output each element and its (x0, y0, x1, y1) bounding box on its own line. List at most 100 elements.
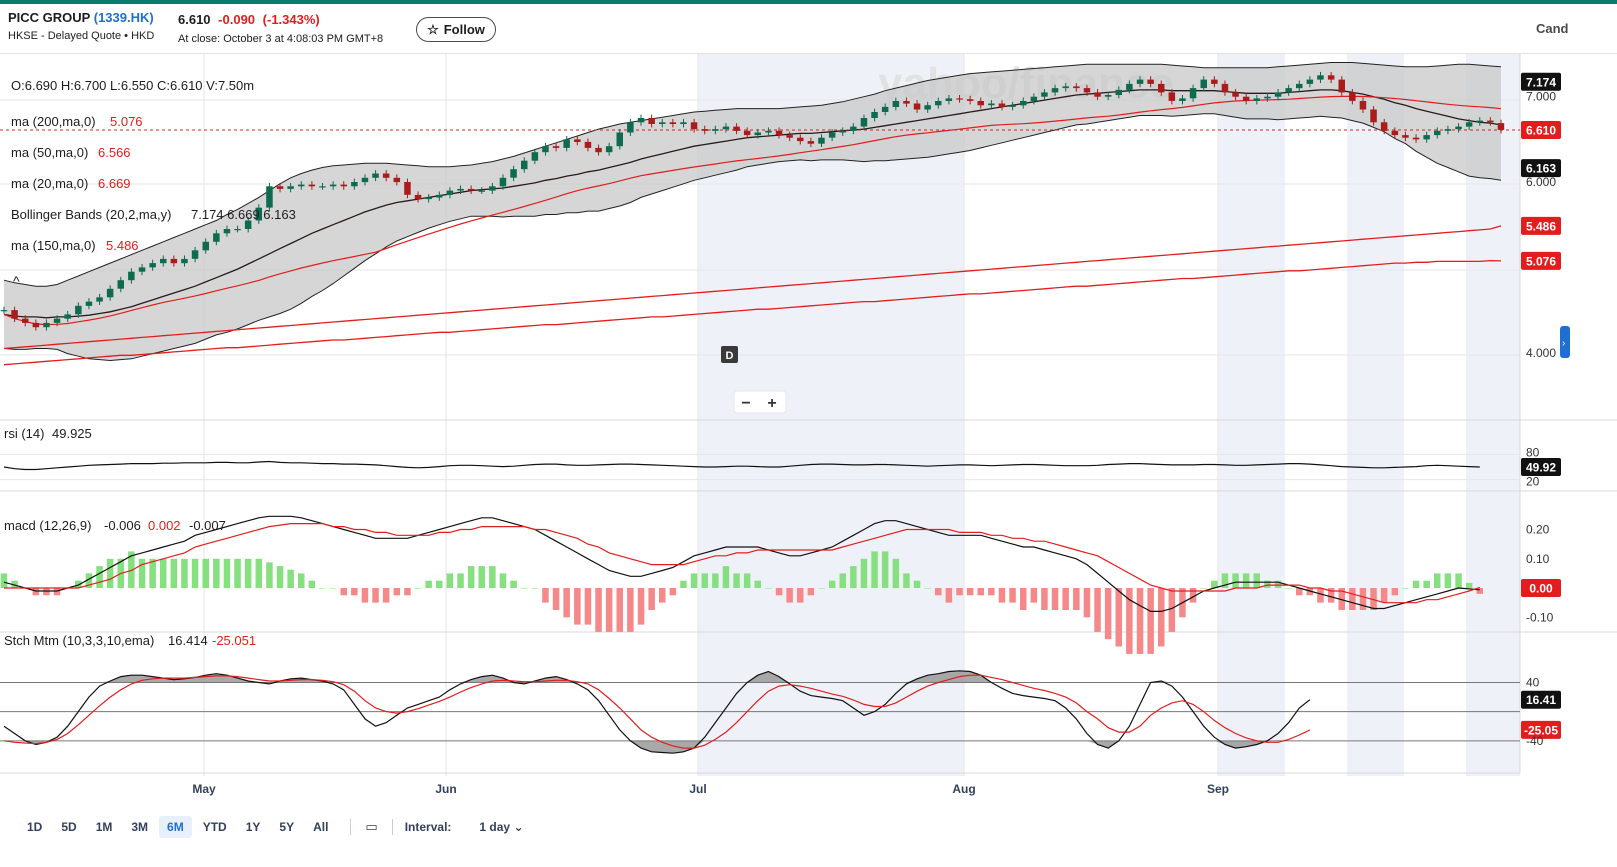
candle-body (1370, 109, 1377, 123)
candle-body (223, 229, 231, 234)
macd-histogram-bar (680, 580, 687, 588)
range-button-1y[interactable]: 1Y (245, 820, 261, 834)
price-block: 6.610 -0.090 (-1.343%) (178, 12, 320, 27)
candle (287, 182, 294, 193)
macd-histogram-bar (478, 566, 485, 589)
range-button-all[interactable]: All (313, 820, 329, 834)
candle (1497, 119, 1505, 134)
candle-body (574, 139, 581, 142)
candle-body (701, 129, 708, 131)
range-button-1d[interactable]: 1D (27, 820, 43, 834)
range-button-3m[interactable]: 3M (131, 820, 149, 834)
candle (467, 185, 475, 194)
macd-legend-v3: -0.007 (189, 518, 226, 533)
price-change: -0.090 (218, 12, 256, 27)
dividend-event-marker[interactable]: D (721, 346, 738, 363)
candle-body (1455, 126, 1462, 130)
calendar-icon[interactable]: ▭ (365, 819, 378, 834)
exchange-line: HKSE - Delayed Quote • HKD (8, 30, 155, 42)
macd-histogram-bar (255, 558, 262, 589)
range-button-6m[interactable]: 6M (159, 816, 192, 838)
candle (531, 148, 539, 165)
ticker-symbol[interactable]: (1339.HK) (93, 10, 154, 25)
candle (584, 138, 592, 152)
zoom-out-button[interactable]: − (741, 395, 750, 412)
candle (351, 178, 358, 190)
candle (542, 142, 549, 156)
interval-select[interactable]: 1 day ⌄ (479, 820, 523, 834)
macd-histogram-bar (191, 558, 199, 589)
candle (53, 315, 61, 327)
tag-macd-bg (1521, 579, 1561, 597)
candle (637, 114, 645, 126)
candle (138, 264, 146, 276)
candle (712, 125, 719, 135)
candle (871, 108, 878, 122)
candle-body (0, 310, 8, 312)
macd-histogram-bar (1285, 588, 1292, 589)
macd-histogram-bar (860, 558, 868, 589)
candle-body (1094, 92, 1101, 97)
range-button-1m[interactable]: 1M (95, 820, 113, 834)
macd-histogram-bar (1200, 588, 1207, 589)
candle (1285, 84, 1292, 96)
candle-body (1274, 92, 1282, 97)
macd-histogram-bar (510, 580, 517, 588)
candle (828, 129, 836, 142)
candle (648, 114, 655, 128)
macd-histogram-bar (489, 566, 496, 589)
panel-separators (0, 54, 1617, 774)
candle-body (998, 103, 1006, 107)
candle-body (966, 99, 974, 101)
candle (1434, 127, 1441, 139)
macd-histogram-bar (287, 569, 294, 588)
candle-body (669, 122, 677, 124)
candle-body (276, 186, 284, 189)
candle (1274, 89, 1282, 101)
zoom-in-button[interactable]: + (767, 395, 776, 412)
tag-ma200: 5.076 (1521, 251, 1561, 270)
candle-body (351, 182, 358, 187)
macd-tick-010: 0.10 (1526, 552, 1550, 566)
candle-body (648, 118, 655, 124)
collapse-legend-icon[interactable]: ^ (13, 273, 20, 289)
candle-body (903, 101, 910, 104)
candle (701, 125, 708, 135)
chart-area[interactable]: yahoo/finance O:6.690 H:6.700 L:6.550 C:… (0, 54, 1617, 806)
candle-body (149, 263, 156, 268)
rsi-legend-value: 49.925 (52, 426, 92, 441)
candle-body (1189, 88, 1197, 99)
macd-histogram-bar (1051, 588, 1059, 610)
candle (765, 127, 772, 136)
follow-button[interactable]: ☆ Follow (416, 17, 496, 42)
candle (414, 191, 422, 203)
tag-ma150-text: 5.486 (1526, 219, 1556, 233)
macd-histogram-bar (1317, 588, 1324, 603)
side-panel-toggle[interactable]: › (1560, 326, 1570, 358)
macd-histogram-bar (1083, 588, 1091, 618)
candle-body (1327, 75, 1335, 80)
price-change-pct: (-1.343%) (262, 12, 320, 27)
candle-body (244, 220, 252, 229)
range-button-5y[interactable]: 5Y (279, 820, 295, 834)
period-shading (698, 54, 1520, 776)
bollinger-upper-line (3, 62, 1502, 287)
candle-body (924, 105, 931, 110)
price-panel (0, 62, 1520, 366)
macd-histogram-bar (96, 566, 103, 589)
candle-body (43, 322, 50, 328)
macd-histogram-bar (1434, 573, 1441, 588)
range-button-5d[interactable]: 5D (61, 820, 77, 834)
candle (956, 94, 963, 103)
candle-body (22, 318, 29, 323)
macd-histogram-bar (871, 551, 878, 588)
candle (1327, 71, 1335, 84)
candle-body (510, 169, 517, 178)
range-button-ytd[interactable]: YTD (202, 820, 227, 834)
candle (913, 100, 921, 113)
candle (1444, 125, 1452, 135)
candle-body (1359, 101, 1367, 110)
chart-type-button[interactable]: Cand (1536, 21, 1569, 36)
candle-body (382, 173, 390, 178)
macd-histogram-bar (786, 588, 793, 603)
